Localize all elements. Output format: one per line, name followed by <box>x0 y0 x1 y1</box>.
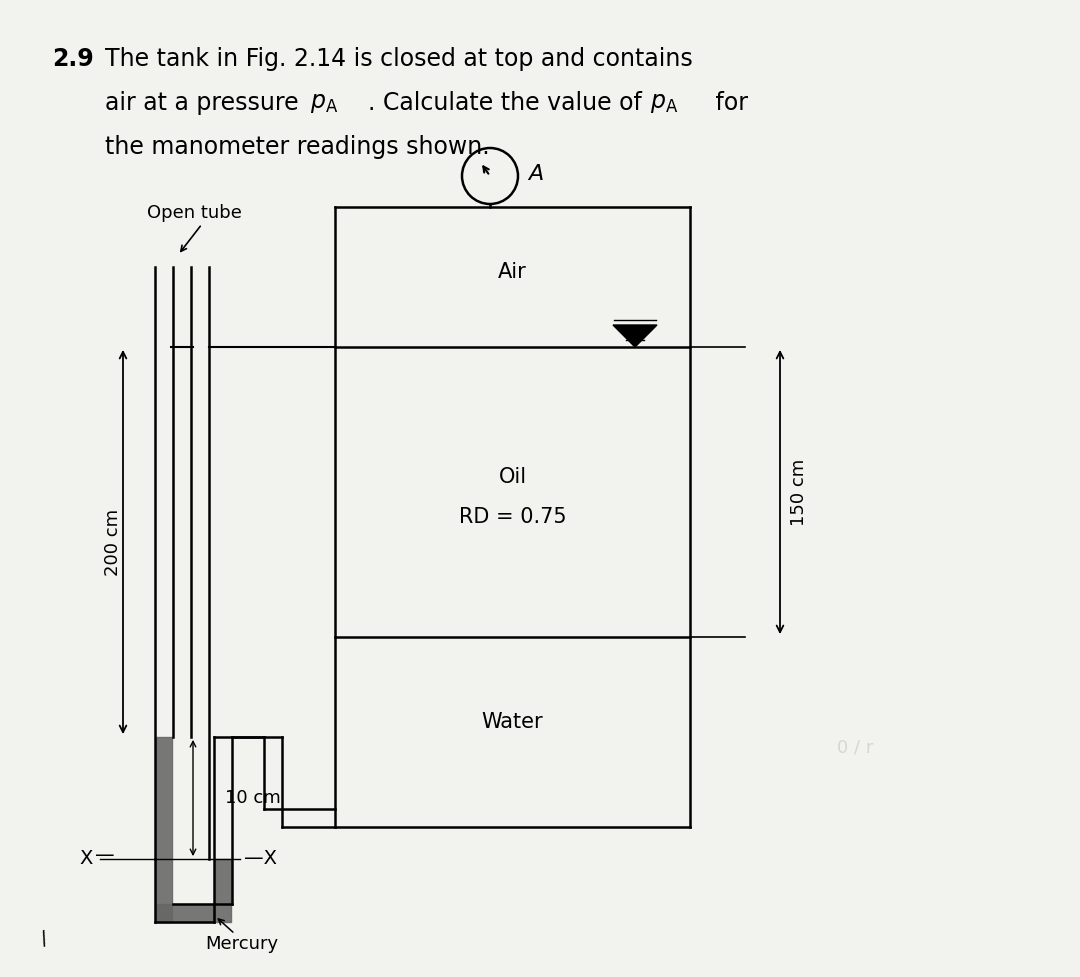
Text: the manometer readings shown.: the manometer readings shown. <box>105 135 489 159</box>
Text: /: / <box>38 929 51 949</box>
Text: Open tube: Open tube <box>147 204 242 222</box>
Text: 2.9: 2.9 <box>52 47 94 71</box>
Polygon shape <box>613 325 657 347</box>
Text: . Calculate the value of: . Calculate the value of <box>368 91 649 115</box>
Text: RD = 0.75: RD = 0.75 <box>459 507 566 527</box>
Text: 10 cm: 10 cm <box>225 789 281 807</box>
Text: Mercury: Mercury <box>205 935 279 953</box>
Text: air at a pressure: air at a pressure <box>105 91 306 115</box>
Text: The tank in Fig. 2.14 is closed at top and contains: The tank in Fig. 2.14 is closed at top a… <box>105 47 692 71</box>
Text: —: — <box>95 846 114 866</box>
Text: for: for <box>708 91 748 115</box>
Text: Water: Water <box>482 712 543 732</box>
Text: 200 cm: 200 cm <box>104 508 122 575</box>
Text: $p_\mathrm{A}$: $p_\mathrm{A}$ <box>650 91 678 115</box>
Text: $p_\mathrm{A}$: $p_\mathrm{A}$ <box>310 91 338 115</box>
Text: —X: —X <box>244 849 276 869</box>
Text: 150 cm: 150 cm <box>789 458 808 526</box>
Text: Oil: Oil <box>499 467 527 487</box>
Text: A: A <box>528 164 543 184</box>
Text: 0 / r: 0 / r <box>837 738 874 756</box>
Text: Air: Air <box>498 262 527 282</box>
Text: X: X <box>80 849 93 869</box>
